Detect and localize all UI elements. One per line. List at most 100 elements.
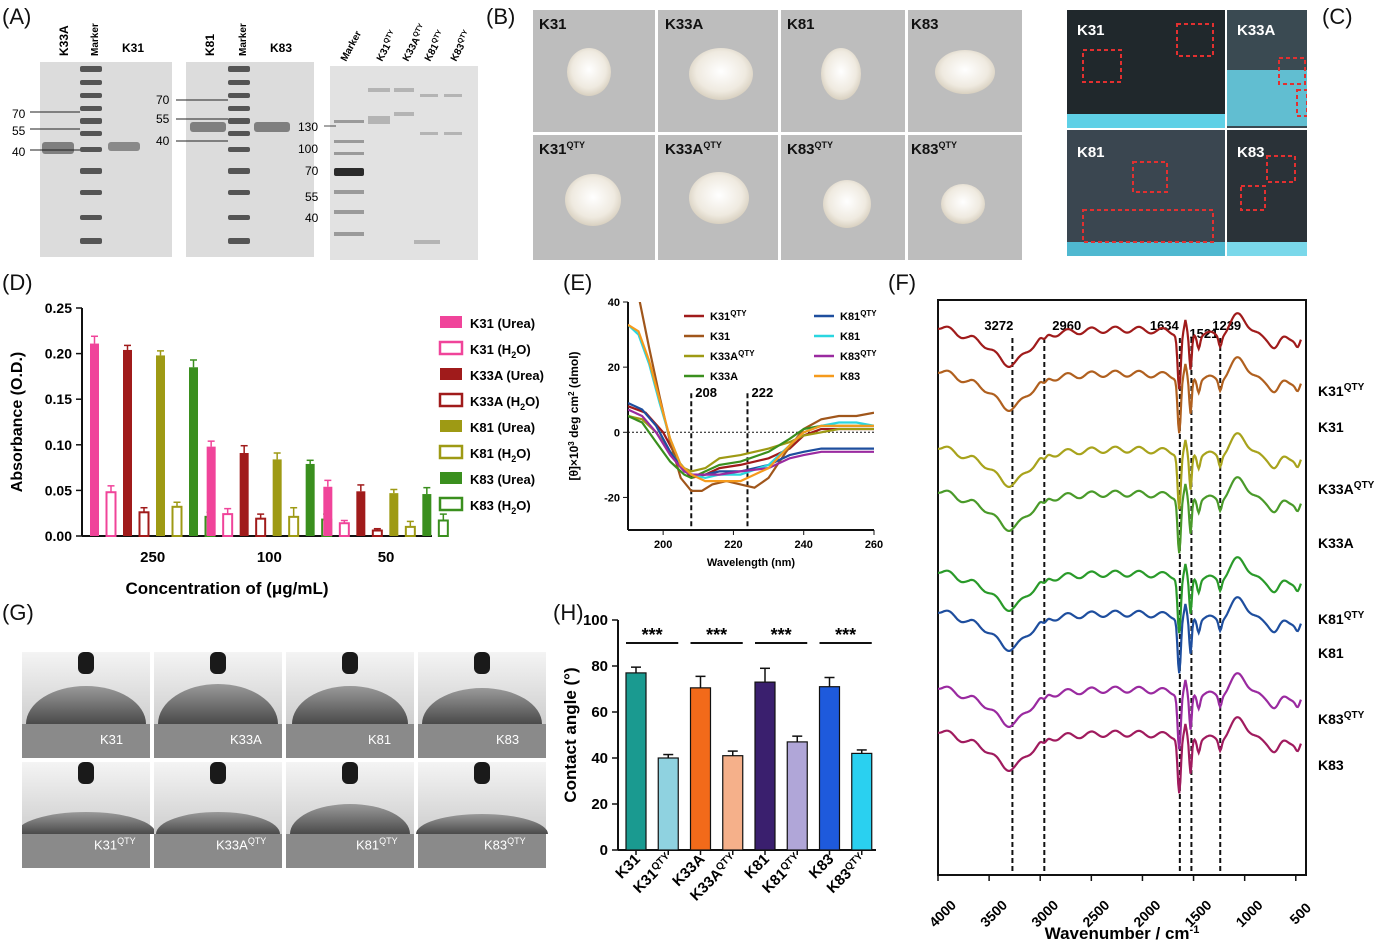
bar-k81: [754, 681, 776, 851]
photo-c-label-k31: K31: [1077, 22, 1105, 39]
significance-label: ***: [835, 625, 856, 645]
legend-swatch: [438, 444, 464, 460]
legend-label: K31: [710, 331, 730, 343]
bar-k31-h2o-: [338, 522, 350, 537]
y-tick-label: 0.20: [45, 346, 72, 362]
droplet-label-k83qty: K83QTY: [484, 836, 526, 853]
photo-label-k31: K31: [539, 16, 567, 33]
needle: [210, 652, 226, 674]
legend-label: K81: [840, 331, 860, 343]
droplet-label-k33aqty: K33AQTY: [216, 836, 267, 853]
gel3-mw-100: 100: [298, 142, 318, 156]
substrate: [22, 724, 150, 758]
photo-grid-b: K31 K33A K81 K83 K31QTY K33AQTY K83QTY K…: [533, 10, 1307, 260]
y-tick-label: 20: [591, 796, 608, 813]
spectrum-k83-qty: [937, 672, 1302, 750]
gel1-mw-40: 40: [12, 145, 26, 159]
spectrum-k31-qty: [937, 312, 1302, 390]
spectrum-k33a: [937, 476, 1302, 554]
sample-k33a: [689, 48, 753, 100]
legend-label: K33A (H2O): [470, 394, 540, 412]
panel-label-e: (E): [563, 270, 593, 295]
bar-k33a: [689, 687, 712, 851]
chart-ftir: 4000 3500 3000 2500 2000 1500 1000 500Wavenumbe…: [926, 299, 1375, 942]
gel3-lane-marker: Marker: [339, 29, 364, 63]
spectrum-k31: [937, 356, 1302, 434]
gel2-mw-55: 55: [156, 112, 170, 126]
bar-k83-qty: [851, 752, 873, 851]
y-tick-label: 0.10: [45, 437, 72, 453]
spectrum-k33a-qty: [937, 432, 1302, 510]
series-line-k83: [628, 323, 874, 483]
photo-c-label-k83: K83: [1237, 144, 1265, 161]
bar-k83-urea-: [189, 367, 198, 536]
droplet-label-k31: K31: [100, 732, 124, 747]
legend-label: K33A: [710, 371, 738, 383]
x-tick-label: 1000: [1232, 897, 1265, 930]
legend-label: K33A (Urea): [470, 368, 544, 383]
droplet-label-k81qty: K81QTY: [356, 836, 398, 853]
bar-k83: [818, 686, 841, 851]
substrate: [418, 724, 546, 758]
needle: [78, 652, 94, 674]
gel3-lane-k33a: K33A: [401, 36, 423, 64]
water-droplet: [292, 686, 408, 724]
sample-k83: [935, 50, 995, 94]
y-tick-label: 40: [591, 750, 608, 767]
significance-label: ***: [706, 625, 727, 645]
legend-swatch: [438, 340, 464, 356]
x-axis-title: Wavenumber / cm-1: [1045, 924, 1200, 942]
x-category-label: 250: [140, 549, 165, 566]
y-tick-label: 100: [583, 612, 608, 629]
water-droplet: [22, 812, 156, 834]
substrate: [22, 834, 150, 868]
x-tick-label: 200: [654, 539, 672, 551]
bar-k81-urea-: [272, 459, 282, 536]
legend-label: K31QTY: [710, 309, 747, 323]
x-category-label: 100: [257, 549, 282, 566]
legend-label: K83 (H2O): [470, 498, 531, 516]
series-line-k81-qty: [628, 402, 874, 476]
legend-label: K31 (H2O): [470, 342, 531, 360]
water-droplet: [26, 686, 146, 724]
bar-k81-h2o-: [404, 525, 416, 538]
peak-label: 1634: [1150, 318, 1180, 333]
y-tick-label: 0: [600, 842, 608, 859]
y-axis-title: [θ]×103 deg cm2 (dmol): [567, 351, 581, 480]
bar-k81-h2o-: [288, 515, 300, 538]
y-tick-label: 0.00: [45, 528, 72, 544]
droplet-label-k33a: K33A: [230, 732, 262, 747]
chart-absorbance: 0.00 0.05 0.10 0.15 0.20 0.25 Absorbance (O.D.…: [9, 300, 544, 598]
gel3-lane-k81: K81: [423, 42, 442, 64]
gel3-lane-k31: K31: [375, 42, 394, 64]
y-tick-label: 0.15: [45, 391, 72, 407]
y-tick-label: 60: [591, 704, 608, 721]
bar-k81-h2o-: [171, 505, 183, 537]
substrate: [418, 834, 546, 868]
legend-label: K81QTY: [840, 309, 877, 323]
droplet-grid-g: K31 K33A K81 K83 K31QTY K33AQTY K81QTY K…: [22, 652, 548, 868]
water-droplet: [290, 804, 410, 834]
y-axis-title: Absorbance (O.D.): [9, 352, 26, 492]
sample-k83qty-1: [823, 180, 871, 228]
x-tick-label: 3500: [977, 897, 1010, 930]
gel-2: [186, 62, 314, 257]
droplet-label-k31qty: K31QTY: [94, 836, 136, 853]
needle: [342, 652, 358, 674]
needle: [210, 762, 226, 784]
bar-k83-urea-: [305, 463, 315, 536]
panel-label-b: (B): [486, 4, 516, 29]
gel3-mw-130: 130: [298, 120, 318, 134]
series-line-k83-qty: [628, 408, 874, 476]
significance-label: ***: [771, 625, 792, 645]
spectrum-k83: [937, 716, 1302, 794]
droplet-label-k81: K81: [368, 732, 392, 747]
x-tick-label: 260: [865, 539, 883, 551]
spectrum-k81: [937, 596, 1302, 674]
gel1-lane-k33a: K33A: [57, 25, 71, 56]
legend-swatch: [440, 368, 462, 380]
bar-k33a-h2o-: [255, 517, 267, 537]
svg-text:K83QTY: K83QTY: [448, 29, 474, 64]
legend-label: K83: [840, 371, 860, 383]
